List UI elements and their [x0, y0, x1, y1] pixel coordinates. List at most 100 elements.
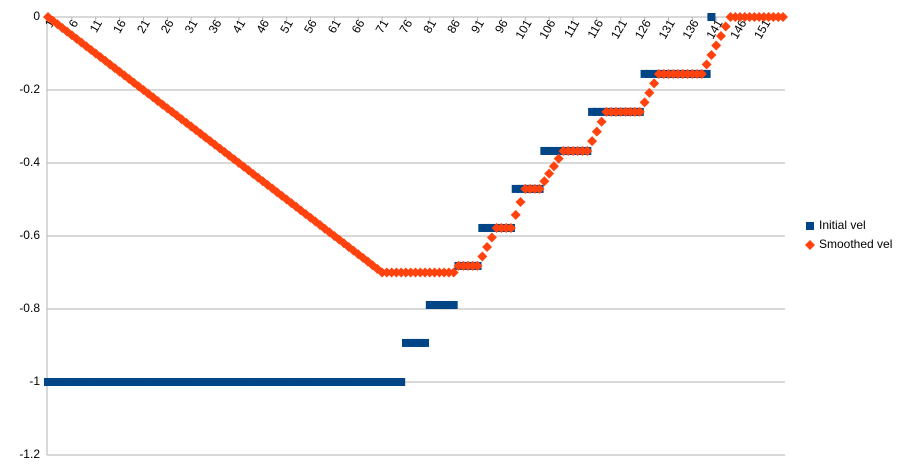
marker: [701, 59, 712, 70]
marker: [545, 146, 554, 155]
marker: [392, 378, 401, 386]
marker: [82, 378, 91, 386]
marker: [187, 378, 196, 386]
marker: [483, 223, 492, 232]
marker: [57, 22, 68, 33]
marker: [349, 378, 358, 386]
marker: [125, 378, 134, 386]
marker: [67, 378, 76, 386]
marker: [106, 378, 115, 386]
marker: [163, 378, 172, 386]
marker: [515, 197, 526, 208]
y-tick-label: -0.8: [19, 301, 40, 315]
x-tick-label: 101: [512, 17, 534, 42]
marker: [406, 338, 415, 347]
marker: [153, 378, 162, 386]
x-tick-label: 51: [277, 17, 296, 36]
marker: [268, 378, 277, 386]
marker: [91, 378, 100, 386]
marker: [263, 378, 272, 386]
marker: [359, 378, 367, 386]
marker: [540, 146, 549, 155]
marker: [48, 378, 57, 386]
marker: [258, 378, 267, 386]
marker: [316, 378, 325, 386]
marker: [511, 184, 520, 193]
marker: [325, 378, 334, 386]
x-tick-label: 81: [420, 17, 439, 36]
marker: [177, 378, 186, 386]
marker: [77, 378, 86, 386]
marker: [510, 209, 521, 220]
legend-label: Initial vel: [819, 218, 866, 232]
marker: [206, 378, 215, 386]
marker: [707, 13, 716, 21]
marker: [549, 146, 558, 155]
legend-marker: [805, 240, 815, 250]
marker: [472, 260, 483, 271]
x-tick-label: 121: [608, 17, 630, 42]
marker: [588, 107, 597, 116]
marker: [649, 78, 660, 89]
marker: [96, 378, 105, 386]
marker: [382, 378, 391, 386]
x-tick-label: 61: [325, 17, 344, 36]
x-tick-label: 66: [349, 17, 368, 36]
marker: [639, 97, 650, 108]
marker: [696, 68, 707, 79]
marker: [505, 222, 516, 233]
marker: [373, 378, 382, 386]
marker: [44, 378, 52, 386]
marker: [306, 378, 315, 386]
marker: [86, 378, 95, 386]
marker: [254, 378, 262, 386]
marker: [273, 378, 282, 386]
marker: [411, 338, 420, 347]
marker: [354, 378, 363, 386]
marker: [344, 378, 353, 386]
marker: [110, 378, 119, 386]
marker: [100, 55, 111, 66]
marker: [720, 21, 731, 32]
marker: [544, 168, 555, 179]
marker: [591, 126, 602, 137]
x-tick-label: 111: [561, 17, 582, 40]
marker: [225, 378, 234, 386]
marker: [58, 378, 67, 386]
y-tick-label: -0.2: [19, 82, 40, 96]
marker: [778, 12, 788, 22]
x-tick-label: 76: [396, 17, 415, 36]
marker: [239, 378, 248, 386]
marker: [421, 338, 430, 347]
x-tick-label: 116: [585, 17, 607, 41]
marker: [320, 378, 329, 386]
marker: [120, 378, 129, 386]
marker: [292, 378, 301, 386]
marker: [158, 378, 167, 386]
y-tick-label: -0.6: [19, 228, 40, 242]
marker: [416, 338, 425, 347]
legend-marker: [806, 222, 814, 230]
marker: [144, 378, 153, 386]
marker: [587, 136, 598, 147]
marker: [230, 378, 239, 386]
marker: [478, 223, 487, 232]
x-tick-label: 131: [656, 17, 678, 42]
x-tick-label: 71: [373, 17, 392, 36]
marker: [645, 69, 654, 78]
x-tick-label: 46: [253, 17, 272, 36]
marker: [287, 378, 296, 386]
marker: [401, 338, 410, 347]
marker: [277, 378, 286, 386]
y-tick-label: -1: [29, 374, 40, 388]
marker: [282, 378, 291, 386]
marker: [168, 378, 177, 386]
x-tick-label: 21: [134, 17, 153, 36]
marker: [363, 378, 372, 386]
marker: [644, 87, 655, 98]
x-tick-label: 91: [468, 17, 487, 36]
x-tick-label: 26: [158, 17, 177, 36]
x-tick-label: 96: [492, 17, 511, 36]
marker: [330, 378, 339, 386]
